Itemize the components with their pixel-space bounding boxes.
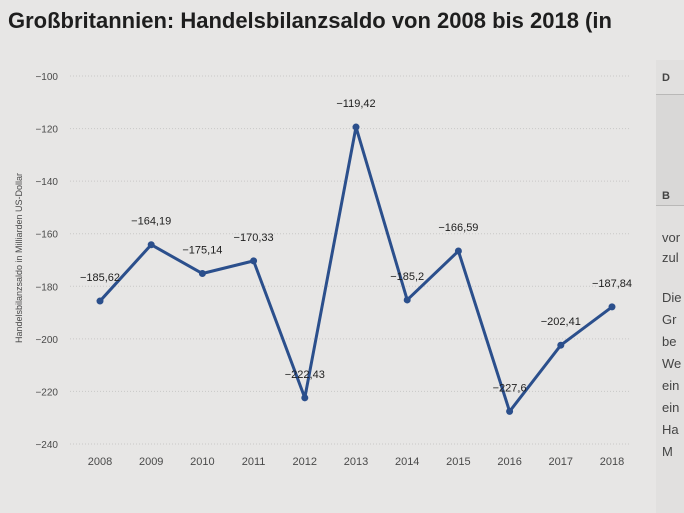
- y-tick-label: −240: [35, 440, 58, 451]
- y-tick-label: −220: [35, 387, 58, 398]
- data-label: −119,42: [336, 98, 375, 110]
- side-label: D: [662, 72, 670, 84]
- data-label: −187,84: [592, 278, 632, 290]
- x-tick-label: 2010: [190, 456, 214, 468]
- x-tick-label: 2009: [139, 456, 163, 468]
- data-label: −185,2: [390, 271, 424, 283]
- y-tick-label: −100: [35, 72, 58, 83]
- y-tick-label: −180: [35, 282, 58, 293]
- data-point: [250, 257, 258, 265]
- data-point: [403, 296, 411, 304]
- data-label: −164,19: [131, 216, 171, 228]
- side-label: ein: [662, 378, 680, 393]
- data-point: [96, 297, 104, 305]
- data-label: −170,33: [234, 232, 274, 244]
- data-label: −227,6: [493, 382, 527, 394]
- side-label: We: [662, 356, 682, 371]
- side-label: B: [662, 190, 670, 202]
- data-point: [301, 394, 309, 402]
- x-tick-label: 2014: [395, 456, 419, 468]
- data-point: [454, 247, 462, 255]
- data-point: [506, 407, 514, 415]
- data-label: −166,59: [438, 222, 478, 234]
- data-point: [608, 303, 616, 311]
- y-tick-label: −140: [35, 177, 58, 188]
- x-tick-label: 2017: [549, 456, 573, 468]
- data-label: −222,43: [285, 369, 325, 381]
- side-label: vor: [662, 230, 681, 245]
- side-label: be: [662, 334, 677, 349]
- data-point: [147, 241, 155, 249]
- x-tick-label: 2013: [344, 456, 368, 468]
- chart-title: Großbritannien: Handelsbilanzsaldo von 2…: [8, 8, 612, 33]
- side-panel: D B vor zul Die Gr be We ein ein Ha M: [656, 60, 684, 513]
- x-tick-label: 2018: [600, 456, 624, 468]
- data-label: −175,14: [182, 245, 222, 257]
- data-point: [557, 341, 565, 349]
- x-tick-label: 2011: [242, 456, 266, 468]
- side-label: zul: [662, 250, 679, 265]
- side-label: Ha: [662, 422, 679, 437]
- y-tick-label: −160: [35, 230, 58, 241]
- x-tick-label: 2016: [497, 456, 521, 468]
- x-tick-label: 2015: [446, 456, 470, 468]
- data-point: [198, 270, 206, 278]
- x-tick-label: 2008: [88, 456, 112, 468]
- side-label: ein: [662, 400, 680, 415]
- y-tick-label: −120: [35, 125, 58, 136]
- x-tick-label: 2012: [293, 456, 317, 468]
- side-label: Gr: [662, 312, 677, 327]
- data-label: −202,41: [541, 316, 581, 328]
- side-panel-box: [656, 94, 684, 206]
- y-axis-label: Handelsbilanzsaldo in Milliarden US-Doll…: [14, 173, 24, 343]
- data-point: [352, 123, 360, 131]
- side-label: Die: [662, 290, 682, 305]
- series-line: [98, 125, 613, 413]
- data-label: −185,62: [80, 272, 120, 284]
- side-label: M: [662, 444, 673, 459]
- y-tick-label: −200: [35, 335, 58, 346]
